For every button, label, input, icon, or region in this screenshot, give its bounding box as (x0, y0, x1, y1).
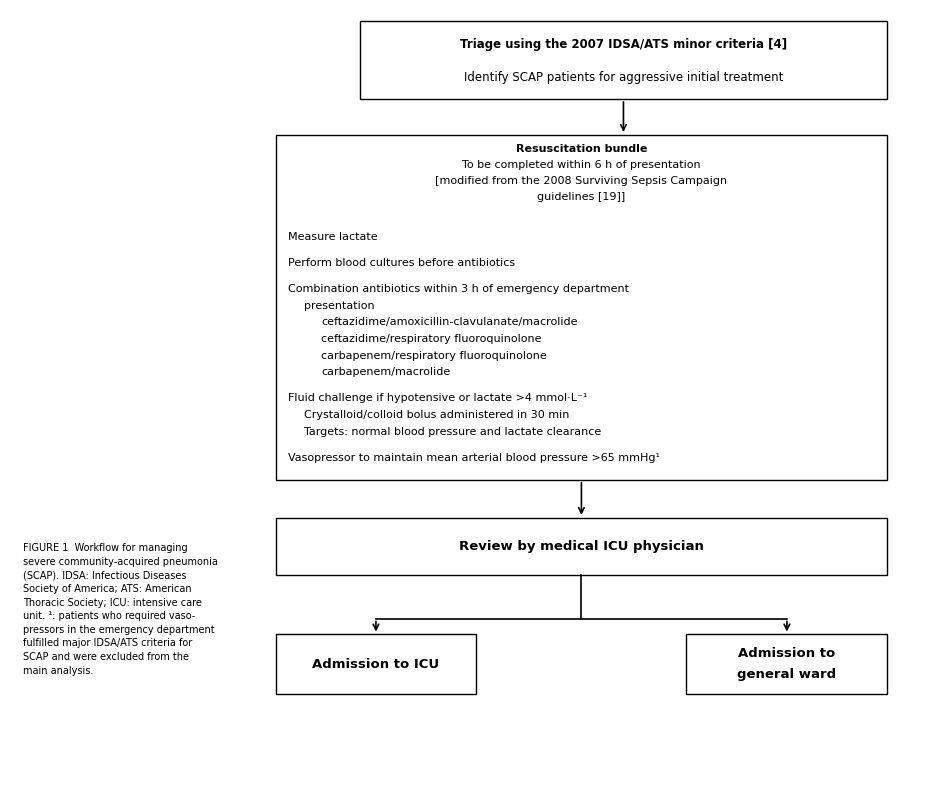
FancyBboxPatch shape (360, 21, 887, 99)
Text: carbapenem/macrolide: carbapenem/macrolide (321, 367, 450, 377)
Text: Targets: normal blood pressure and lactate clearance: Targets: normal blood pressure and lacta… (304, 427, 601, 437)
Text: presentation: presentation (304, 301, 375, 311)
Text: Review by medical ICU physician: Review by medical ICU physician (459, 540, 704, 553)
Text: FIGURE 1  Workflow for managing
severe community-acquired pneumonia
(SCAP). IDSA: FIGURE 1 Workflow for managing severe co… (23, 543, 219, 676)
Text: Measure lactate: Measure lactate (288, 232, 377, 242)
Text: Admission to: Admission to (738, 647, 836, 660)
FancyBboxPatch shape (276, 518, 887, 575)
Text: ceftazidime/respiratory fluoroquinolone: ceftazidime/respiratory fluoroquinolone (321, 334, 542, 344)
Text: To be completed within 6 h of presentation: To be completed within 6 h of presentati… (462, 160, 700, 170)
Text: guidelines [19]]: guidelines [19]] (537, 192, 626, 202)
Text: general ward: general ward (737, 668, 837, 681)
Text: Fluid challenge if hypotensive or lactate >4 mmol·L⁻¹: Fluid challenge if hypotensive or lactat… (288, 393, 587, 404)
Text: Identify SCAP patients for aggressive initial treatment: Identify SCAP patients for aggressive in… (464, 71, 783, 84)
Text: Triage using the 2007 IDSA/ATS minor criteria [4]: Triage using the 2007 IDSA/ATS minor cri… (460, 38, 787, 52)
Text: Crystalloid/colloid bolus administered in 30 min: Crystalloid/colloid bolus administered i… (304, 410, 570, 420)
FancyBboxPatch shape (276, 634, 476, 694)
Text: Resuscitation bundle: Resuscitation bundle (516, 144, 647, 155)
Text: Perform blood cultures before antibiotics: Perform blood cultures before antibiotic… (288, 258, 515, 268)
FancyBboxPatch shape (686, 634, 887, 694)
Text: carbapenem/respiratory fluoroquinolone: carbapenem/respiratory fluoroquinolone (321, 351, 547, 361)
Text: Vasopressor to maintain mean arterial blood pressure >65 mmHg¹: Vasopressor to maintain mean arterial bl… (288, 453, 659, 463)
Text: Admission to ICU: Admission to ICU (312, 657, 440, 671)
Text: [modified from the 2008 Surviving Sepsis Campaign: [modified from the 2008 Surviving Sepsis… (435, 176, 728, 186)
Text: Combination antibiotics within 3 h of emergency department: Combination antibiotics within 3 h of em… (288, 284, 629, 294)
Text: ceftazidime/amoxicillin-clavulanate/macrolide: ceftazidime/amoxicillin-clavulanate/macr… (321, 317, 578, 328)
FancyBboxPatch shape (276, 135, 887, 480)
